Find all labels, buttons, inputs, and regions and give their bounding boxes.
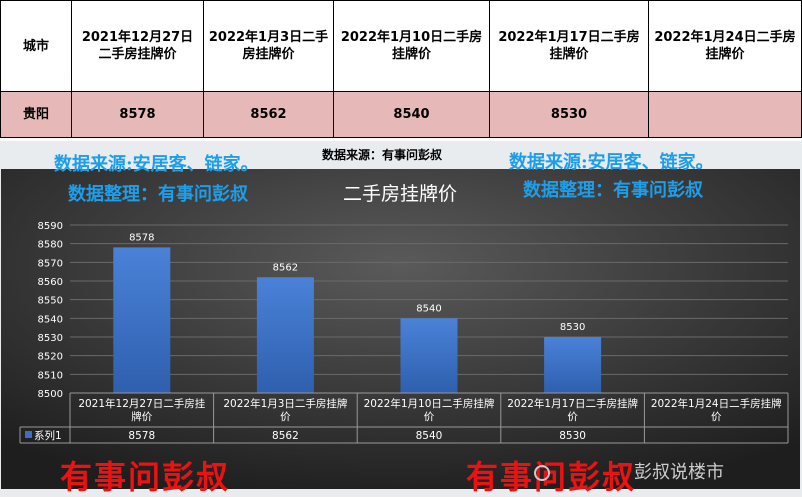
price-bar-chart: 二手房挂牌价 8500 8510 8520 8530 8540 8550 8560 8570 8… <box>0 141 802 497</box>
header-date-1: 2021年12月27日二手房挂牌价 <box>71 0 204 92</box>
data-table-value: 8578 <box>128 430 155 442</box>
data-table-value: 8540 <box>416 430 443 442</box>
bar-data-label: 8578 <box>129 232 154 243</box>
y-tick-label: 8520 <box>38 352 63 363</box>
y-tick-label: 8580 <box>38 240 63 251</box>
x-category-label: 牌价 <box>131 410 152 423</box>
y-tick-label: 8530 <box>38 333 63 344</box>
data-table-value: 8530 <box>559 430 586 442</box>
bar <box>113 247 171 393</box>
source-note: 数据来源：有事问彭叔 <box>322 148 443 162</box>
y-tick-label: 8550 <box>38 296 63 307</box>
y-tick-label: 8570 <box>38 258 63 269</box>
bar <box>400 318 458 393</box>
header-date-2: 2022年1月3日二手房挂牌价 <box>203 0 334 92</box>
y-tick-label: 8540 <box>38 314 63 325</box>
header-date-4: 2022年1月17日二手房挂牌价 <box>489 0 649 92</box>
x-category-label: 价 <box>424 411 435 423</box>
bar-data-label: 8540 <box>416 303 441 314</box>
data-table-value: 8562 <box>272 430 299 442</box>
x-category-label: 2022年1月17日二手房挂牌 <box>507 397 638 410</box>
chart-title: 二手房挂牌价 <box>343 183 457 205</box>
header-city: 城市 <box>0 0 72 92</box>
brand-name: 彭叔说楼市 <box>634 462 724 483</box>
header-date-3: 2022年1月10日二手房挂牌价 <box>333 0 490 92</box>
brand-watermark: 彭叔说楼市 <box>534 458 724 484</box>
x-category-label: 价 <box>280 411 291 423</box>
x-category-label: 2021年12月27日二手房挂 <box>78 397 205 410</box>
watermark-source-left: 数据来源:安居客、链家。 <box>54 154 259 175</box>
value-cell-3: 8540 <box>333 91 490 138</box>
price-table: 城市 2021年12月27日二手房挂牌价 2022年1月3日二手房挂牌价 202… <box>0 0 802 138</box>
y-tick-label: 8500 <box>38 389 63 400</box>
value-cell-2: 8562 <box>203 91 334 138</box>
legend-series-name: 系列1 <box>34 429 62 442</box>
watermark-red-right: 有事问彭叔 <box>466 458 637 496</box>
y-tick-label: 8510 <box>38 370 63 381</box>
watermark-red-left: 有事问彭叔 <box>60 458 231 496</box>
legend-swatch <box>25 431 32 438</box>
city-cell: 贵阳 <box>0 91 72 138</box>
value-cell-4: 8530 <box>489 91 649 138</box>
y-tick-label: 8560 <box>38 277 63 288</box>
bar <box>256 277 314 393</box>
bar-data-label: 8530 <box>560 322 585 333</box>
x-category-label: 价 <box>711 411 722 423</box>
watermark-source-right: 数据来源:安居客、链家。 <box>509 152 714 173</box>
x-category-label: 2022年1月3日二手房挂牌 <box>223 397 348 410</box>
y-tick-label: 8590 <box>38 221 63 232</box>
watermark-arranger-right: 数据整理：有事问彭叔 <box>523 180 703 201</box>
x-category-label: 2022年1月24日二手房挂牌 <box>651 397 782 410</box>
value-cell-1: 8578 <box>71 91 204 138</box>
x-category-label: 2022年1月10日二手房挂牌 <box>364 397 495 410</box>
watermark-arranger-left: 数据整理：有事问彭叔 <box>68 184 248 205</box>
bar-data-label: 8562 <box>273 262 298 273</box>
value-cell-5 <box>648 91 802 138</box>
bar <box>544 337 602 393</box>
x-category-label: 价 <box>567 411 578 423</box>
header-date-5: 2022年1月24日二手房挂牌价 <box>648 0 802 92</box>
brand-logo-icon <box>534 465 550 481</box>
